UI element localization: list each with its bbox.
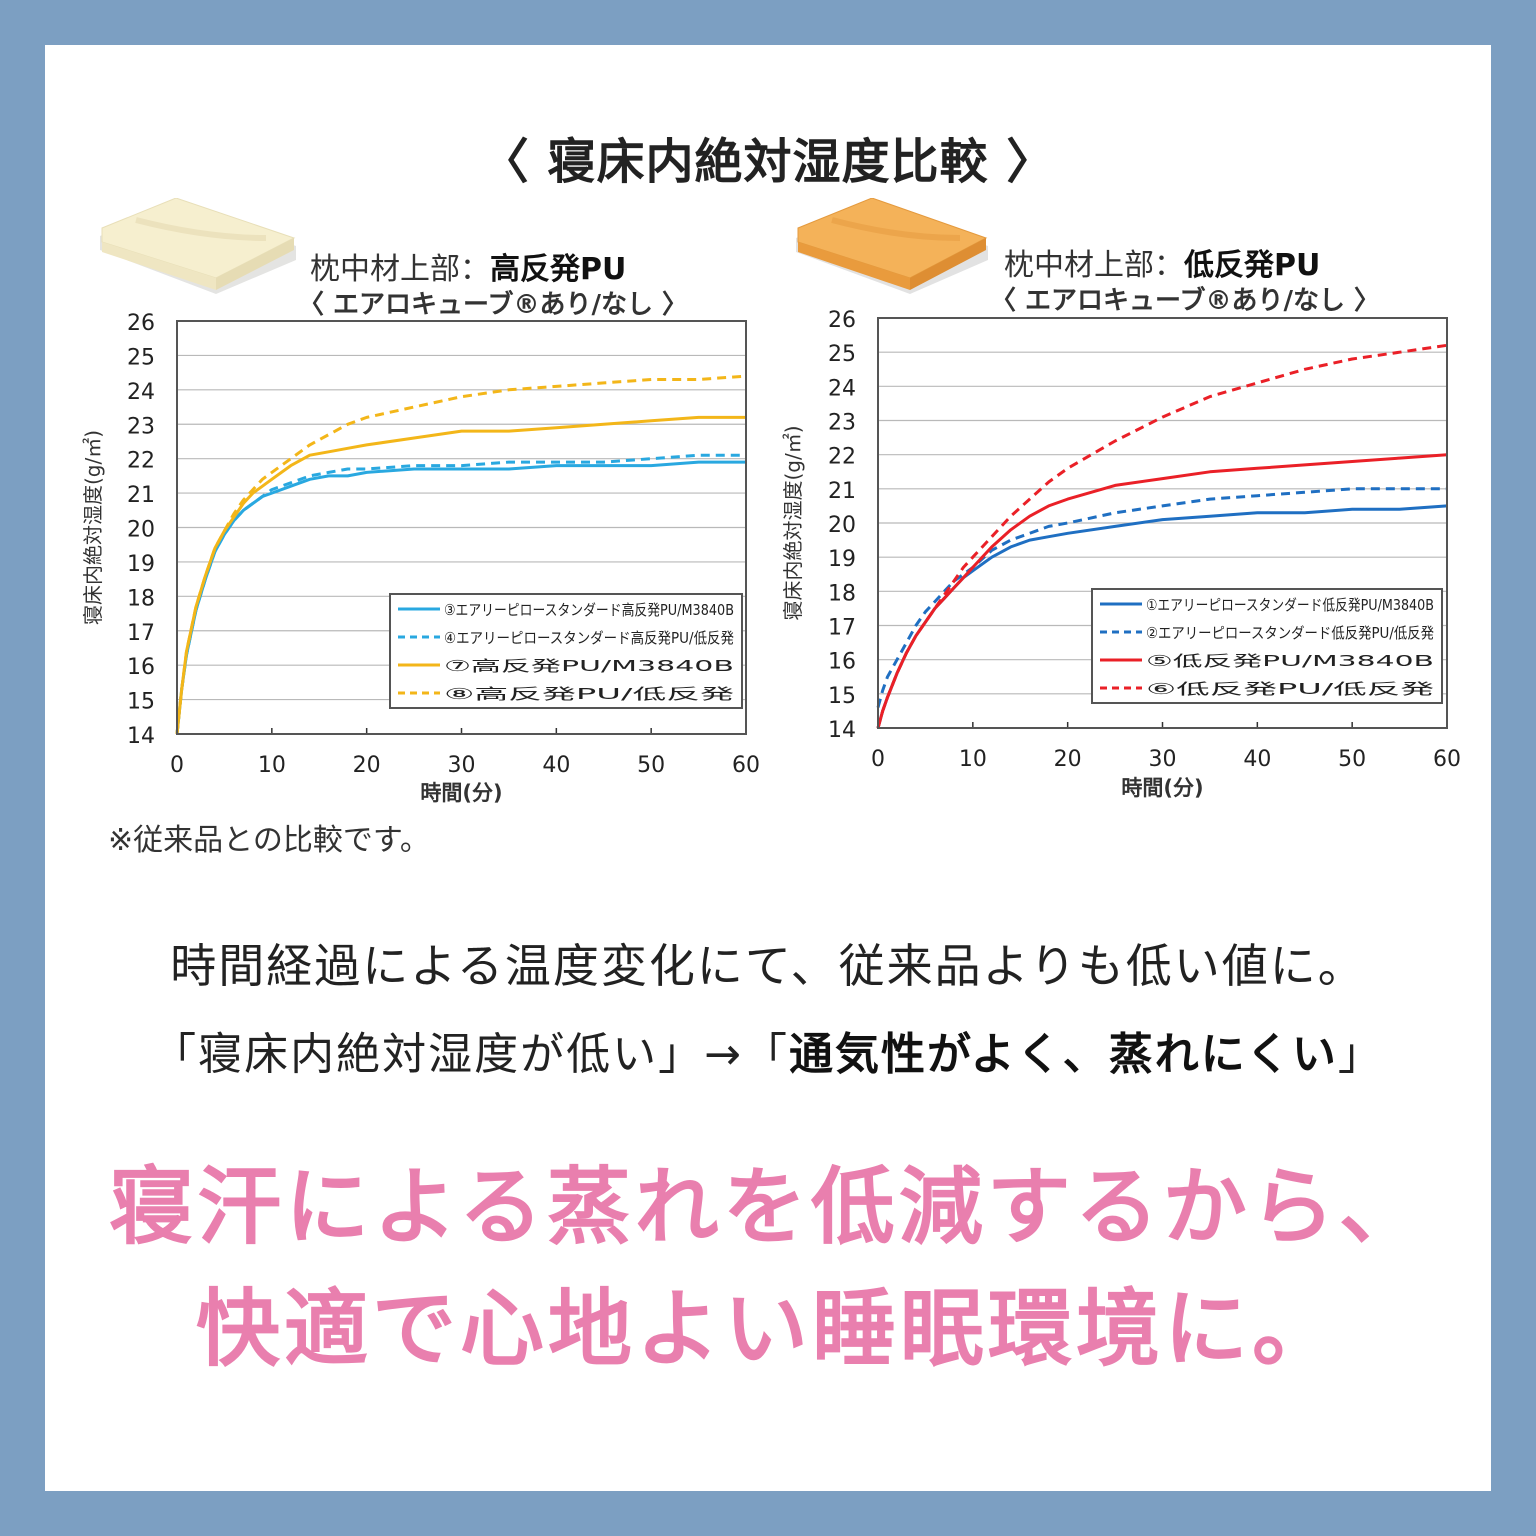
chart-2-series-line-2	[876, 487, 1447, 708]
chart-1-title-prefix: 枕中材上部：	[310, 252, 490, 287]
chart-2-legend-label: ⑥低反発PU/低反発	[1146, 680, 1434, 698]
chart-1-y-tick-label: 16	[127, 655, 155, 680]
headline-line-1: 寝汗による蒸れを低減するから、	[109, 1158, 1427, 1256]
chart-1-subtitle: 〈 エアロキューブ®あり/なし 〉	[298, 290, 689, 320]
chart-2-y-tick-label: 17	[828, 616, 856, 641]
chart-1-y-tick-label: 14	[127, 724, 155, 749]
chart-1-y-tick-label: 17	[127, 621, 155, 646]
chart-1-title-strong: 高反発PU	[490, 252, 627, 287]
chart-1-series-line-4	[175, 374, 747, 735]
chart-1-y-axis-label: 寝床内絶対湿度(g/㎡)	[81, 430, 105, 625]
chart-1-x-axis-label: 時間(分)	[420, 781, 502, 805]
chart-2-x-tick-label: 40	[1243, 747, 1271, 772]
chart-2-x-tick-label: 50	[1338, 747, 1366, 772]
chart-1-legend-label: ③エアリーピロースタンダード高反発PU/M3840B	[444, 601, 734, 619]
chart-1-y-tick-label: 26	[127, 311, 155, 336]
chart-2-y-tick-label: 24	[828, 376, 856, 401]
chart-2-x-tick-label: 60	[1433, 747, 1461, 772]
chart-2-y-axis-label: 寝床内絶対湿度(g/㎡)	[781, 425, 805, 620]
high-resilience-pillow-image	[100, 198, 296, 294]
chart-1-series-line-3	[175, 415, 746, 735]
chart-2-x-tick-label: 0	[871, 747, 885, 772]
chart-1-plot-border	[176, 320, 747, 735]
chart-2-x-tick-label: 10	[959, 747, 987, 772]
message-line-2-plain: 「寝床内絶対湿度が低い」→「	[152, 1029, 789, 1080]
chart-1-title: 枕中材上部：高反発PU	[310, 244, 626, 288]
chart-1-x-tick-label: 40	[542, 753, 570, 778]
chart-1-x-tick-label: 50	[637, 753, 665, 778]
chart-1-y-tick-label: 21	[127, 483, 155, 508]
headline-line-2: 快適で心地よい睡眠環境に。	[195, 1280, 1340, 1378]
chart-1-y-tick-label: 20	[127, 518, 155, 543]
chart-2-y-tick-label: 21	[828, 479, 856, 504]
chart-2-x-axis-label: 時間(分)	[1121, 776, 1203, 800]
chart-2-x-tick-label: 20	[1054, 747, 1082, 772]
chart-2-y-tick-label: 26	[828, 308, 856, 333]
chart-1-y-tick-label: 19	[127, 552, 155, 577]
chart-1-legend-label: ④エアリーピロースタンダード高反発PU/低反発	[444, 629, 734, 647]
chart-2-y-tick-label: 19	[828, 547, 856, 572]
chart-2-title-prefix: 枕中材上部：	[1004, 248, 1184, 283]
chart-2-y-tick-label: 14	[828, 718, 856, 743]
message-line-2-strong: 通気性がよく、蒸れにくい	[788, 1029, 1338, 1080]
chart-2-subtitle: 〈 エアロキューブ®あり/なし 〉	[990, 286, 1381, 316]
chart-2-legend-box	[1091, 588, 1443, 704]
chart-2-y-tick-label: 25	[828, 342, 856, 367]
chart-2-y-tick-label: 16	[828, 650, 856, 675]
chart-1-x-tick-label: 0	[170, 753, 184, 778]
chart-2-y-tick-label: 18	[828, 581, 856, 606]
chart-1-x-tick-label: 20	[353, 753, 381, 778]
chart-2-legend-label: ⑤低反発PU/M3840B	[1146, 652, 1434, 670]
chart-1-y-tick-label: 15	[127, 690, 155, 715]
chart-1-legend-label: ⑧高反発PU/低反発	[444, 685, 734, 703]
content-card	[45, 45, 1491, 1491]
chart-1-y-tick-label: 25	[127, 345, 155, 370]
chart-2-plot-border	[877, 317, 1448, 729]
chart-2-y-tick-label: 15	[828, 684, 856, 709]
chart-1-y-tick-label: 22	[127, 449, 155, 474]
chart-2-title: 枕中材上部：低反発PU	[1004, 240, 1320, 284]
chart-1-legend-box	[389, 593, 743, 709]
chart-2-series-line-4	[876, 343, 1448, 729]
chart-2-y-tick-label: 23	[828, 411, 856, 436]
chart-2-legend-label: ①エアリーピロースタンダード低反発PU/M3840B	[1146, 596, 1434, 614]
low-resilience-pillow-image	[796, 198, 988, 294]
message-line-2-end: 」	[1337, 1029, 1384, 1080]
chart-2-legend-label: ②エアリーピロースタンダード低反発PU/低反発	[1146, 624, 1434, 642]
chart-2-title-strong: 低反発PU	[1184, 248, 1321, 283]
page-title: 〈 寝床内絶対湿度比較 〉	[480, 134, 1056, 190]
chart-1-y-tick-label: 18	[127, 586, 155, 611]
message-line-1: 時間経過による温度変化にて、従来品よりも低い値に。	[170, 939, 1366, 993]
chart-1-y-tick-label: 23	[127, 414, 155, 439]
chart-1-legend-label: ⑦高反発PU/M3840B	[444, 657, 734, 675]
chart-1-x-tick-label: 30	[448, 753, 476, 778]
chart-1-y-tick-label: 24	[127, 380, 155, 405]
message-line-2: 「寝床内絶対湿度が低い」→「通気性がよく、蒸れにくい」	[0, 1018, 1536, 1082]
chart-2-y-tick-label: 22	[828, 445, 856, 470]
chart-1-x-tick-label: 60	[732, 753, 760, 778]
footnote: ※従来品との比較です。	[108, 823, 430, 858]
chart-1-x-tick-label: 10	[258, 753, 286, 778]
chart-2-x-tick-label: 30	[1149, 747, 1177, 772]
chart-2-y-tick-label: 20	[828, 513, 856, 538]
